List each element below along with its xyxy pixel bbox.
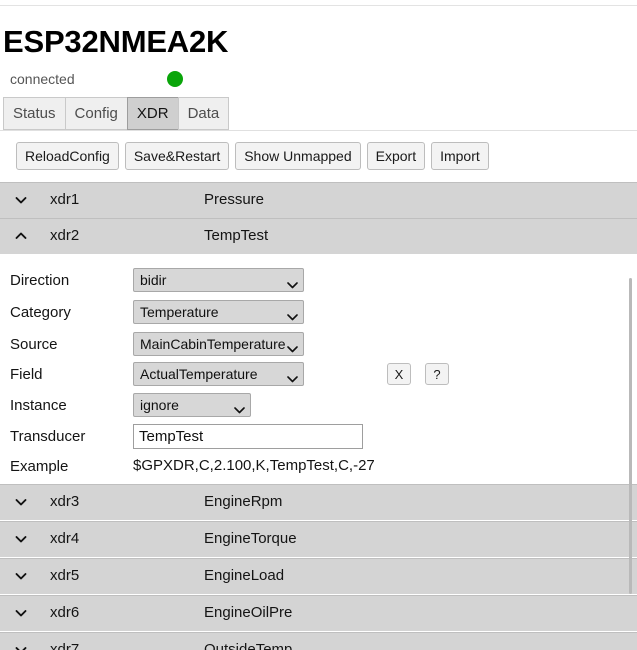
tab-xdr[interactable]: XDR [126,97,178,130]
export-button[interactable]: Export [366,142,426,170]
chevron-down-icon [14,606,28,620]
xdr-row-id: xdr2 [50,227,80,244]
direction-label: Direction [10,272,70,289]
source-label: Source [10,336,58,353]
tab-bar: Status Config XDR Data [3,97,230,130]
chevron-down-icon [14,643,28,650]
field-clear-button[interactable]: X [387,363,411,385]
top-divider [0,5,637,6]
tab-bar-divider [0,130,637,131]
example-value: $GPXDR,C,2.100,K,TempTest,C,-27 [133,457,375,474]
connection-status: connected [10,68,630,90]
vertical-scrollbar-thumb[interactable] [629,278,632,594]
xdr-row-label: EngineTorque [204,530,297,547]
xdr-row-label: TempTest [204,227,269,244]
field-help-button[interactable]: ? [425,363,449,385]
example-label: Example [10,458,69,475]
xdr-row-label: EngineLoad [204,567,285,584]
xdr-row-xdr2[interactable]: xdr2 TempTest [0,218,637,254]
xdr-row-label: OutsideTemp [204,641,293,650]
source-select-value: MainCabinTemperature [140,336,286,352]
chevron-down-icon [14,532,28,546]
field-row: Field ActualTemperature X ? [0,362,637,393]
xdr-detail-panel: Direction bidir Category Temperature Sou… [0,254,637,482]
instance-row: Instance ignore [0,393,637,424]
xdr-row-id: xdr4 [50,530,80,547]
source-select[interactable]: MainCabinTemperature [133,332,304,356]
tab-status[interactable]: Status [3,97,65,130]
example-row: Example $GPXDR,C,2.100,K,TempTest,C,-27 [0,454,637,485]
chevron-down-icon [287,340,298,353]
category-select[interactable]: Temperature [133,300,304,324]
category-row: Category Temperature [0,300,637,331]
direction-select-value: bidir [140,272,167,288]
xdr-toolbar: ReloadConfig Save&Restart Show Unmapped … [16,142,489,170]
xdr-row-xdr1[interactable]: xdr1 Pressure [0,182,637,218]
category-label: Category [10,304,71,321]
direction-select[interactable]: bidir [133,268,304,292]
xdr-row-xdr3[interactable]: xdr3 EngineRpm [0,484,637,520]
xdr-row-xdr4[interactable]: xdr4 EngineTorque [0,521,637,557]
instance-select-value: ignore [140,397,179,413]
chevron-down-icon [287,370,298,383]
xdr-row-id: xdr1 [50,191,80,208]
source-row: Source MainCabinTemperature [0,332,637,363]
chevron-down-icon [234,401,245,414]
save-restart-button[interactable]: Save&Restart [124,142,230,170]
chevron-down-icon [14,569,28,583]
chevron-down-icon [14,495,28,509]
connection-status-dot [167,71,183,87]
xdr-row-id: xdr5 [50,567,80,584]
transducer-input[interactable]: TempTest [133,424,363,449]
xdr-row-label: EngineRpm [204,493,283,510]
xdr-row-xdr7[interactable]: xdr7 OutsideTemp [0,632,637,650]
chevron-down-icon [14,193,28,207]
connection-status-label: connected [10,71,75,87]
transducer-row: Transducer TempTest [0,424,637,455]
xdr-row-label: EngineOilPre [204,604,293,621]
chevron-down-icon [287,308,298,321]
xdr-row-label: Pressure [204,191,265,208]
page-title: ESP32NMEA2K [3,24,229,59]
field-label: Field [10,366,43,383]
chevron-down-icon [287,276,298,289]
field-select[interactable]: ActualTemperature [133,362,304,386]
xdr-row-xdr6[interactable]: xdr6 EngineOilPre [0,595,637,631]
instance-select[interactable]: ignore [133,393,251,417]
direction-row: Direction bidir [0,268,637,299]
xdr-row-id: xdr3 [50,493,80,510]
xdr-row-id: xdr7 [50,641,80,650]
vertical-scrollbar[interactable] [622,133,637,650]
tab-config[interactable]: Config [64,97,127,130]
chevron-up-icon [14,229,28,243]
show-unmapped-button[interactable]: Show Unmapped [235,142,361,170]
category-select-value: Temperature [140,304,219,320]
reload-config-button[interactable]: ReloadConfig [16,142,119,170]
xdr-row-xdr5[interactable]: xdr5 EngineLoad [0,558,637,594]
tab-data[interactable]: Data [177,97,230,130]
transducer-label: Transducer [10,428,86,445]
instance-label: Instance [10,397,67,414]
field-select-value: ActualTemperature [140,366,258,382]
import-button[interactable]: Import [431,142,489,170]
xdr-row-id: xdr6 [50,604,80,621]
